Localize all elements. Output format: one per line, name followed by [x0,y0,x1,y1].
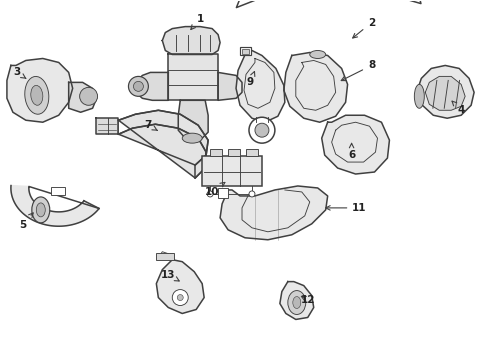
Bar [245,149,258,156]
Polygon shape [162,27,220,54]
Circle shape [248,117,274,143]
Text: 7: 7 [144,120,157,130]
Text: 2: 2 [352,18,374,38]
Text: 13: 13 [161,270,179,281]
Polygon shape [279,282,313,319]
Ellipse shape [31,85,43,105]
Polygon shape [178,100,208,140]
Polygon shape [425,76,464,110]
Text: 6: 6 [347,143,354,160]
Ellipse shape [292,297,300,309]
Circle shape [254,123,268,137]
Text: 1: 1 [190,14,203,30]
Text: 4: 4 [451,101,464,115]
Bar [218,188,227,198]
Polygon shape [416,66,473,118]
Polygon shape [283,53,347,122]
Bar [227,149,240,156]
Polygon shape [95,118,118,134]
Bar [51,187,64,195]
Polygon shape [321,115,388,174]
Circle shape [172,289,188,306]
Text: 12: 12 [300,294,314,305]
Ellipse shape [32,197,50,223]
Text: 11: 11 [325,203,366,213]
Polygon shape [135,72,168,100]
Circle shape [177,294,183,301]
Text: 10: 10 [204,183,224,197]
Bar [242,49,248,54]
Circle shape [128,76,148,96]
Polygon shape [220,186,327,240]
Text: 5: 5 [19,213,33,230]
Circle shape [133,81,143,91]
Ellipse shape [25,76,49,114]
Text: 8: 8 [341,60,374,81]
Polygon shape [218,72,242,100]
Circle shape [248,191,254,197]
Polygon shape [7,58,73,122]
Circle shape [207,191,213,197]
Polygon shape [168,54,218,100]
Polygon shape [236,50,285,122]
Text: 9: 9 [246,72,254,87]
Ellipse shape [309,50,325,58]
Ellipse shape [287,291,305,315]
Ellipse shape [413,84,424,108]
Ellipse shape [36,203,45,217]
Polygon shape [118,110,208,178]
Bar [240,46,250,55]
Polygon shape [156,260,203,314]
Bar [210,149,222,156]
Ellipse shape [182,133,202,143]
Polygon shape [68,82,96,112]
Bar [202,156,262,186]
Text: 3: 3 [13,67,26,78]
Circle shape [80,87,98,105]
Polygon shape [11,185,99,226]
Bar [156,253,174,260]
